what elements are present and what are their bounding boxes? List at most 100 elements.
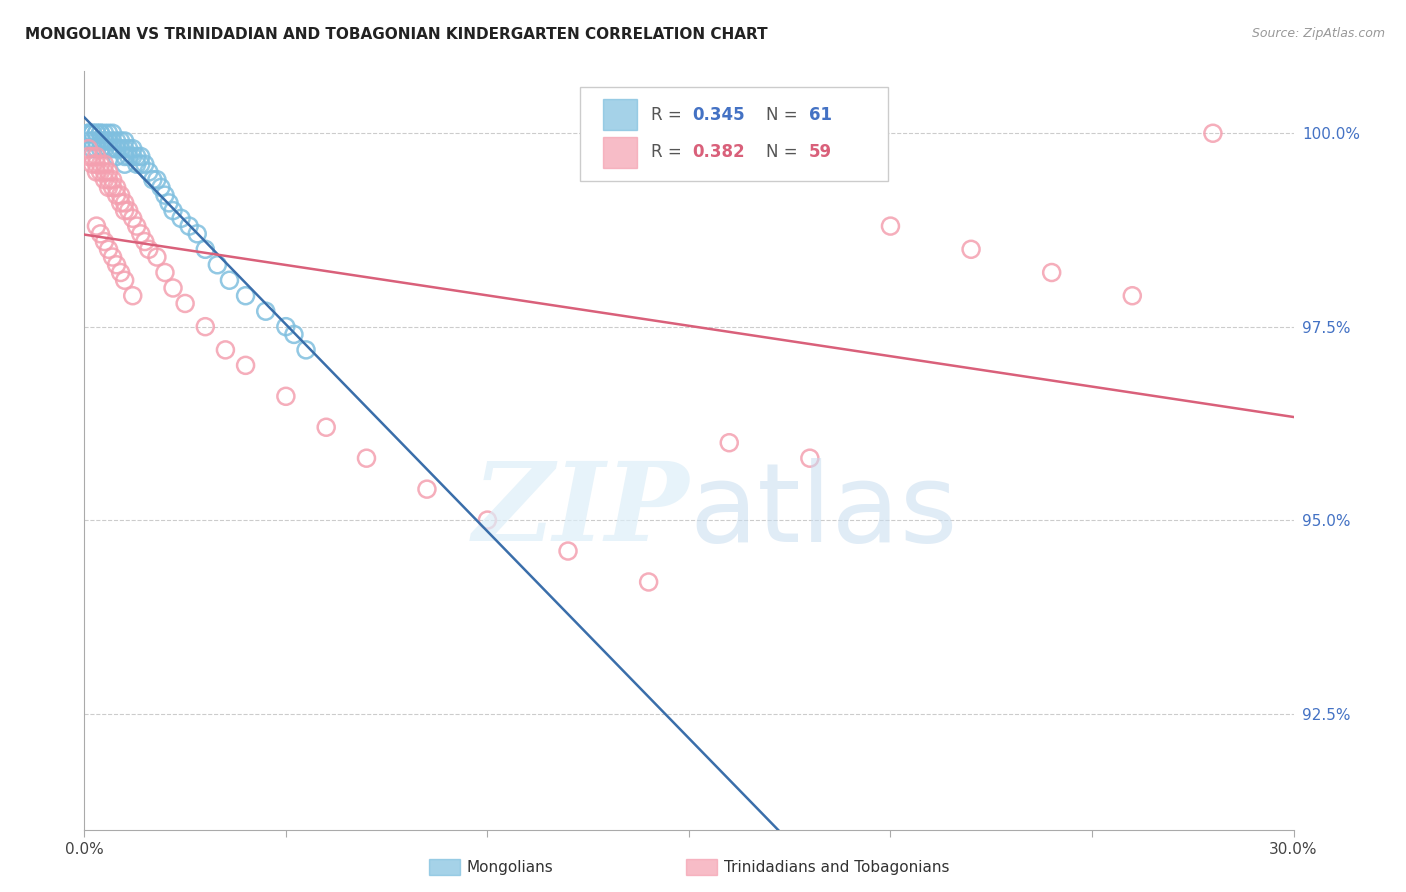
Point xyxy=(174,296,197,310)
Point xyxy=(101,250,124,264)
Point xyxy=(82,149,104,163)
Point xyxy=(356,451,378,466)
Point xyxy=(77,149,100,163)
Point xyxy=(89,126,111,140)
Point xyxy=(97,180,120,194)
Text: Trinidadians and Tobagonians: Trinidadians and Tobagonians xyxy=(724,860,949,874)
Point xyxy=(101,126,124,140)
Text: 61: 61 xyxy=(808,105,831,124)
Point xyxy=(105,188,128,202)
Point xyxy=(129,227,152,241)
Point xyxy=(110,134,132,148)
Text: N =: N = xyxy=(766,105,803,124)
Point xyxy=(89,142,111,156)
Point xyxy=(77,142,100,156)
Point xyxy=(101,180,124,194)
Point xyxy=(101,142,124,156)
Point xyxy=(121,211,143,226)
Text: R =: R = xyxy=(651,105,688,124)
Point xyxy=(315,420,337,434)
Point xyxy=(134,157,156,171)
Point xyxy=(97,134,120,148)
Point xyxy=(86,165,108,179)
Point xyxy=(718,435,741,450)
Point xyxy=(89,227,111,241)
Point xyxy=(82,134,104,148)
Point xyxy=(153,266,176,280)
Point xyxy=(89,157,111,171)
Point xyxy=(97,126,120,140)
Point xyxy=(235,359,257,373)
Point xyxy=(77,126,100,140)
Point xyxy=(186,227,208,241)
Point xyxy=(138,165,160,179)
Point xyxy=(114,157,136,171)
Point xyxy=(110,195,132,210)
Text: ZIP: ZIP xyxy=(472,458,689,565)
Point xyxy=(86,149,108,163)
Point xyxy=(283,327,305,342)
Point xyxy=(170,211,193,226)
Point xyxy=(142,172,165,186)
Point xyxy=(77,126,100,140)
Point xyxy=(477,513,499,527)
Point xyxy=(82,157,104,171)
Text: N =: N = xyxy=(766,144,803,161)
Point xyxy=(129,157,152,171)
Point xyxy=(557,544,579,558)
Point xyxy=(86,219,108,233)
Point xyxy=(146,172,169,186)
Point xyxy=(114,195,136,210)
Text: atlas: atlas xyxy=(689,458,957,565)
Point xyxy=(105,258,128,272)
Text: R =: R = xyxy=(651,144,688,161)
Point xyxy=(86,126,108,140)
Point xyxy=(162,203,184,218)
Point xyxy=(121,289,143,303)
Point xyxy=(110,266,132,280)
Point xyxy=(82,126,104,140)
Point xyxy=(105,180,128,194)
Point xyxy=(129,149,152,163)
FancyBboxPatch shape xyxy=(603,136,637,169)
Point xyxy=(125,219,148,233)
Point xyxy=(121,142,143,156)
Point xyxy=(93,165,115,179)
Text: MONGOLIAN VS TRINIDADIAN AND TOBAGONIAN KINDERGARTEN CORRELATION CHART: MONGOLIAN VS TRINIDADIAN AND TOBAGONIAN … xyxy=(25,27,768,42)
Point xyxy=(799,451,821,466)
Point xyxy=(93,126,115,140)
Point xyxy=(254,304,277,318)
Text: 0.382: 0.382 xyxy=(693,144,745,161)
Point xyxy=(274,319,297,334)
Text: 59: 59 xyxy=(808,144,832,161)
Point xyxy=(101,134,124,148)
Point xyxy=(89,165,111,179)
Point xyxy=(86,157,108,171)
Point xyxy=(97,172,120,186)
Point xyxy=(105,134,128,148)
Point xyxy=(97,165,120,179)
Point xyxy=(86,134,108,148)
Text: 0.345: 0.345 xyxy=(693,105,745,124)
Point xyxy=(118,203,141,218)
Point xyxy=(114,142,136,156)
Point xyxy=(879,219,901,233)
Point xyxy=(179,219,201,233)
Point xyxy=(86,142,108,156)
Point xyxy=(93,172,115,186)
Point xyxy=(97,242,120,256)
Point xyxy=(110,188,132,202)
Point xyxy=(82,126,104,140)
Point xyxy=(960,242,983,256)
Point xyxy=(1202,126,1225,140)
Point xyxy=(637,574,659,589)
Point xyxy=(153,188,176,202)
Point xyxy=(89,126,111,140)
Point xyxy=(114,203,136,218)
Point xyxy=(274,389,297,403)
Point xyxy=(295,343,318,357)
Point xyxy=(114,149,136,163)
Point xyxy=(118,149,141,163)
Point xyxy=(1121,289,1143,303)
Point xyxy=(125,149,148,163)
